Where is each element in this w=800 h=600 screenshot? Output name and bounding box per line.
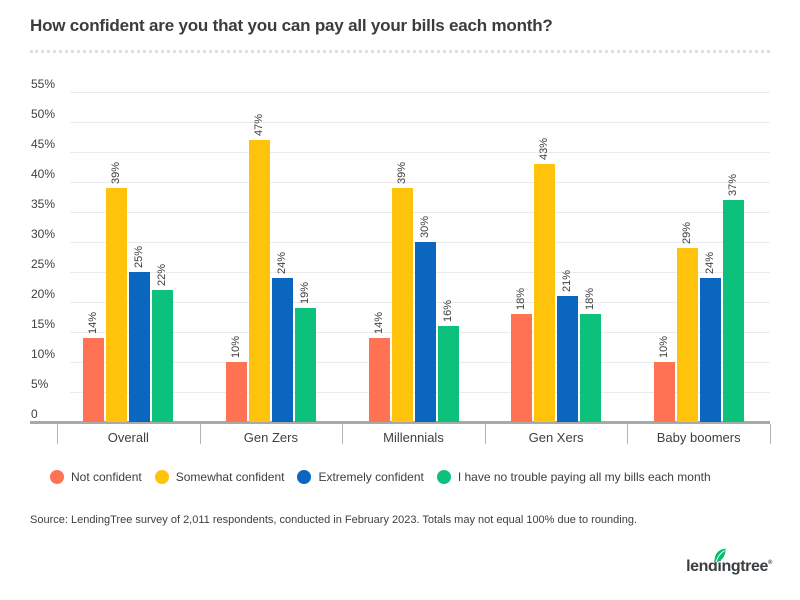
bar [83,338,105,422]
bar-chart: 0 5% 10% 15% 20% 25% 30% 35% 40% 45% 50% 55% Overall… [30,60,771,450]
bar [534,164,556,422]
bar-value-label: 14% [87,311,100,334]
axis-tick [770,424,771,444]
bar-value-label: 10% [657,335,670,358]
y-axis-label: 0 [31,407,38,421]
y-axis-label: 30% [31,227,56,241]
y-axis-label: 55% [31,77,56,91]
bar-value-label: 10% [229,335,242,358]
y-axis-label: 5% [31,377,49,391]
bar [152,290,174,422]
y-axis-label: 50% [31,107,56,121]
legend-item: Somewhat confident [154,470,285,484]
x-axis-label: Gen Zers [243,430,298,445]
legend-swatch-not-confident [50,470,64,484]
title-divider [30,50,770,53]
bar [722,200,744,422]
bar [557,296,579,422]
legend-item: I have no trouble paying all my bills ea… [436,470,711,484]
logo-letter-i: i [715,548,726,576]
legend-swatch-no-trouble [436,470,451,484]
legend-label: Somewhat confident [175,470,285,484]
bar-value-label: 18% [515,287,528,310]
bar [414,242,436,422]
bar-value-label: 39% [395,161,408,184]
y-axis-label: 10% [31,347,56,361]
axis-tick [484,424,486,444]
bar-value-label: 14% [372,311,385,334]
bar [294,308,316,422]
bar-value-label: 21% [561,269,574,292]
bar [129,272,151,422]
chart-title: How confident are you that you can pay a… [30,16,553,35]
bar-value-label: 30% [418,215,431,238]
bar [248,140,270,422]
axis-tick [199,424,201,444]
legend-item: Not confident [50,470,142,484]
axis-tick [342,424,344,444]
legend-label: I have no trouble paying all my bills ea… [457,470,711,484]
bar-value-label: 18% [584,287,597,310]
bar-value-label: 47% [252,113,265,136]
axis-tick [627,424,629,444]
x-axis-baseline [30,421,770,424]
gridline [70,182,770,183]
bar [368,338,390,422]
legend: Not confident Somewhat confident Extreme… [50,470,790,484]
legend-label: Extremely confident [318,470,424,484]
source-note: Source: LendingTree survey of 2,011 resp… [30,514,638,526]
y-axis-label: 45% [31,137,56,151]
y-axis-label: 35% [31,197,56,211]
bar [653,362,675,422]
x-axis-label: Overall [107,430,149,445]
bar [699,278,721,422]
bar-value-label: 37% [726,173,739,196]
bar [580,314,602,422]
bar [437,326,459,422]
logo-text-suffix: ngtree [721,558,768,575]
legend-swatch-somewhat-confident [154,470,169,484]
y-axis-label: 25% [31,257,56,271]
trademark-symbol: ® [767,560,772,566]
x-axis-label: Baby boomers [656,430,741,445]
bar [271,278,293,422]
y-axis-label: 40% [31,167,56,181]
bar [106,188,128,422]
logo-text-prefix: lend [686,558,718,575]
axis-tick [57,424,58,444]
bar-value-label: 22% [156,263,169,286]
legend-item: Extremely confident [297,470,424,484]
y-axis-label: 20% [31,287,56,301]
bar-value-label: 29% [680,221,693,244]
x-axis-label: Millennials [383,430,444,445]
gridline [70,152,770,153]
legend-label: Not confident [71,470,142,484]
bar-value-label: 24% [703,251,716,274]
lendingtree-logo: lend ingtree® [686,548,772,576]
bar [391,188,413,422]
bar-value-label: 25% [133,245,146,268]
bar [225,362,247,422]
bar [676,248,698,422]
bar-value-label: 43% [538,137,551,160]
bar-value-label: 16% [441,299,454,322]
x-axis-label: Gen Xers [528,430,584,445]
gridline [70,92,770,93]
gridline [70,212,770,213]
bar-value-label: 19% [298,281,311,304]
gridline [70,122,770,123]
y-axis-label: 15% [31,317,56,331]
bar [511,314,533,422]
leaf-icon [713,548,726,568]
legend-swatch-extremely-confident [297,470,312,484]
bar-value-label: 39% [110,161,123,184]
bar-value-label: 24% [275,251,288,274]
